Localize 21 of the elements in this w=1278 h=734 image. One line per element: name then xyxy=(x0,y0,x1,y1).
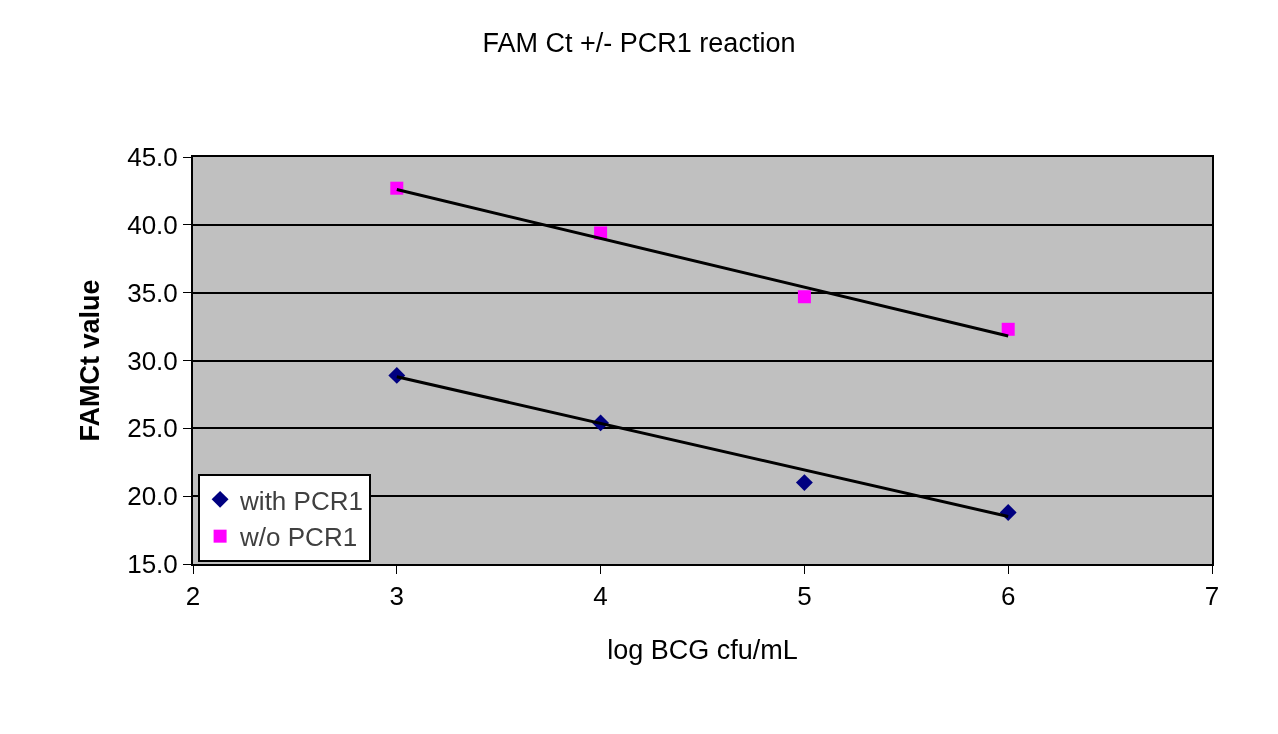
y-tick-label: 35.0 xyxy=(127,277,178,308)
y-tick-label: 40.0 xyxy=(127,209,178,240)
chart-title: FAM Ct +/- PCR1 reaction xyxy=(482,27,796,58)
y-tick-label: 45.0 xyxy=(127,142,178,173)
x-tick-label: 5 xyxy=(797,581,812,612)
y-tick-label: 25.0 xyxy=(127,413,178,444)
legend-label: with PCR1 xyxy=(239,485,363,516)
y-axis-title: FAMCt value xyxy=(74,279,105,442)
x-tick-label: 7 xyxy=(1204,581,1220,612)
y-tick-label: 20.0 xyxy=(127,481,178,512)
x-axis-title: log BCG cfu/mL xyxy=(607,635,798,666)
x-tick-label: 4 xyxy=(593,581,608,612)
point xyxy=(797,290,811,304)
y-tick-label: 30.0 xyxy=(127,345,178,376)
x-tick-label: 2 xyxy=(185,581,201,612)
y-tick-label: 15.0 xyxy=(127,549,178,580)
point xyxy=(795,474,813,492)
point xyxy=(1001,322,1015,336)
x-tick-label: 3 xyxy=(389,581,405,612)
legend-label: w/o PCR1 xyxy=(239,522,358,553)
x-tick-label: 6 xyxy=(1000,581,1016,612)
